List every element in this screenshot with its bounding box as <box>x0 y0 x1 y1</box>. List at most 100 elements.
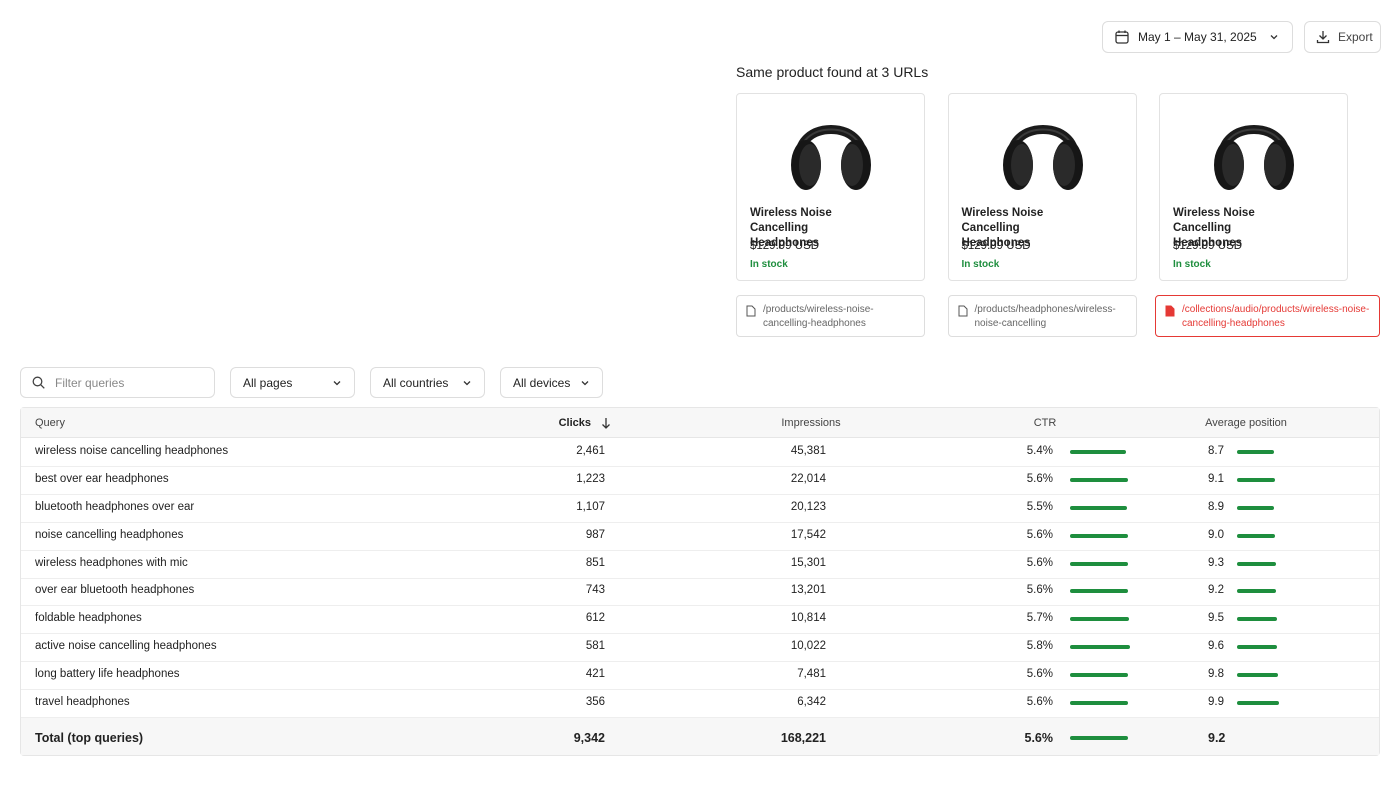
impressions-cell: 10,022 <box>790 640 826 653</box>
column-header: Query <box>35 417 65 429</box>
url-text: /products/headphones/wireless-noise-canc… <box>974 304 1116 329</box>
ctr-cell: 5.7% <box>1026 612 1053 625</box>
row-divider <box>21 493 1379 495</box>
position-bar <box>1237 449 1274 454</box>
clicks-cell: 612 <box>585 612 605 625</box>
impressions-cell: 168,221 <box>780 730 826 745</box>
url-box: /collections/audio/products/wireless-noi… <box>1155 295 1380 337</box>
ctr-bar <box>1070 735 1128 740</box>
row-divider <box>21 577 1379 579</box>
row-divider <box>21 717 1379 718</box>
clicks-cell: 9,342 <box>573 730 605 745</box>
position-cell: 9.8 <box>1208 668 1224 681</box>
impressions-cell: 13,201 <box>790 584 826 597</box>
chevron-path <box>333 380 341 385</box>
query-cell: best over ear headphones <box>35 472 169 485</box>
filter-dropdown[interactable]: All countries <box>370 367 485 398</box>
query-cell: over ear bluetooth headphones <box>35 584 195 597</box>
clicks-cell: 356 <box>585 696 605 709</box>
date-range: May 1 – May 31, 2025 <box>1138 30 1257 44</box>
export-button[interactable]: Export <box>1304 21 1381 53</box>
position-cell: 9.6 <box>1208 640 1224 653</box>
ctr-bar <box>1070 505 1127 510</box>
position-bar <box>1237 477 1276 482</box>
ctr-bar <box>1070 617 1129 622</box>
ctr-cell: 5.6% <box>1026 528 1053 541</box>
clicks-cell: 581 <box>585 640 605 653</box>
impressions-cell: 6,342 <box>797 696 826 709</box>
clicks-cell: 2,461 <box>576 444 605 457</box>
dropdown-label: All pages <box>243 375 293 390</box>
file-icon <box>1165 305 1175 317</box>
calendar-icon <box>1115 30 1129 44</box>
row-divider <box>21 689 1379 691</box>
impressions-cell: 15,301 <box>790 556 826 569</box>
ctr-cell: 5.6% <box>1026 668 1053 681</box>
search-box[interactable]: Filter queries <box>20 367 215 398</box>
ctr-cell: 5.6% <box>1026 584 1053 597</box>
ctr-bar <box>1070 673 1128 678</box>
ctr-cell: 5.5% <box>1026 500 1053 513</box>
date-picker[interactable]: May 1 – May 31, 2025 <box>1102 21 1293 53</box>
file-icon <box>746 305 756 317</box>
url-text: /collections/audio/products/wireless-noi… <box>1182 304 1370 329</box>
position-cell: 9.1 <box>1208 472 1224 485</box>
url-box: /products/headphones/wireless-noise-canc… <box>947 295 1137 337</box>
query-cell: wireless noise cancelling headphones <box>35 444 229 457</box>
product-image <box>786 99 876 204</box>
clicks-cell: 1,223 <box>576 472 605 485</box>
filter-dropdown[interactable]: All pages <box>230 367 355 398</box>
query-cell: travel headphones <box>35 696 130 709</box>
headphones-icon <box>1002 125 1083 190</box>
ctr-bar <box>1070 561 1128 566</box>
product-price: $129.99 USD <box>961 240 1031 252</box>
clicks-cell: 1,107 <box>576 500 605 513</box>
query-cell: noise cancelling headphones <box>35 528 184 541</box>
position-bar <box>1237 533 1275 538</box>
position-cell: 9.2 <box>1208 730 1226 745</box>
stock-status: In stock <box>961 259 1000 270</box>
product-name: Wireless Noise Cancelling Headphones <box>961 207 1044 249</box>
export-label: Export <box>1338 30 1373 44</box>
chevron <box>581 380 589 385</box>
query-cell: Total (top queries) <box>35 730 144 745</box>
impressions-cell: 17,542 <box>790 528 826 541</box>
position-cell: 9.0 <box>1208 528 1224 541</box>
query-cell: bluetooth headphones over ear <box>35 500 195 513</box>
column-header: CTR <box>1033 417 1057 429</box>
chevron <box>463 380 471 385</box>
product-name: Wireless Noise Cancelling Headphones <box>750 207 832 249</box>
stock-status: In stock <box>750 259 788 270</box>
query-cell: active noise cancelling headphones <box>35 640 217 653</box>
product-image <box>1209 99 1299 204</box>
url-box: /products/wireless-noise-cancelling-head… <box>736 295 925 337</box>
impressions-cell: 22,014 <box>790 472 826 485</box>
queries-table: Query Clicks Impressions CTR Average positio… <box>20 407 1380 756</box>
chevron-path <box>581 380 589 385</box>
ctr-cell: 5.8% <box>1026 640 1053 653</box>
product-card: Wireless Noise Cancelling Headphones $129… <box>947 93 1137 281</box>
ctr-cell: 5.4% <box>1026 444 1053 457</box>
row-divider <box>21 549 1379 551</box>
sort-arrow-path <box>602 418 610 429</box>
ctr-cell: 5.6% <box>1026 696 1053 709</box>
chevron <box>333 380 341 385</box>
dropdown-label: All devices <box>513 375 571 390</box>
chevron-path <box>463 380 471 385</box>
column-header: Average position <box>1205 417 1287 429</box>
table-header <box>21 408 1379 438</box>
search-placeholder: Filter queries <box>55 375 125 390</box>
filter-dropdown[interactable]: All devices <box>500 367 603 398</box>
url-text: /products/wireless-noise-cancelling-head… <box>763 304 874 329</box>
position-bar <box>1237 505 1275 510</box>
query-cell: long battery life headphones <box>35 668 180 681</box>
product-name: Wireless Noise Cancelling Headphones <box>1173 207 1255 249</box>
ctr-bar <box>1070 645 1131 650</box>
position-bar <box>1237 673 1279 678</box>
position-bar <box>1237 589 1276 594</box>
impressions-cell: 7,481 <box>797 668 826 681</box>
position-bar <box>1237 645 1278 650</box>
ctr-cell: 5.6% <box>1026 556 1053 569</box>
column-header: Clicks <box>558 417 591 429</box>
row-divider <box>21 633 1379 635</box>
